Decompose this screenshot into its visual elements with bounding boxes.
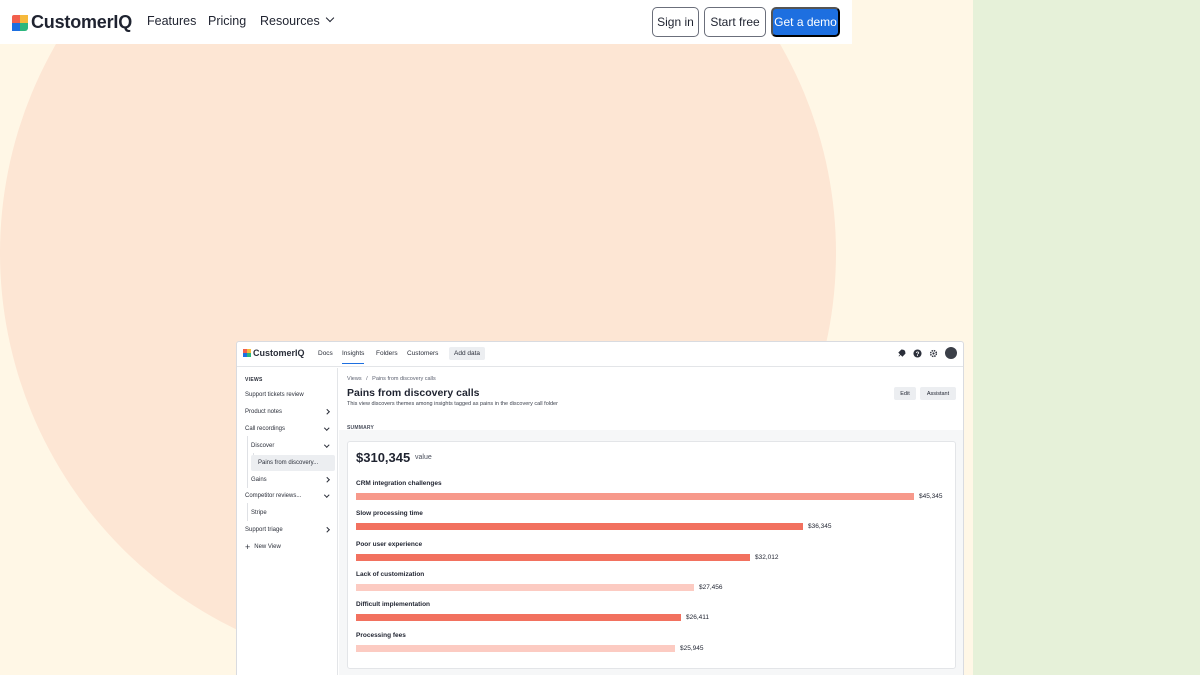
sidebar-item-discover[interactable]: Discover (251, 439, 331, 453)
nav-link-resources-label: Resources (260, 14, 320, 28)
app-tab-insights[interactable]: Insights (342, 350, 365, 364)
app-topbar: CustomerIQ Docs Insights Folders Custome… (237, 342, 963, 367)
chevron-down-icon (323, 425, 329, 431)
app-tab-docs[interactable]: Docs (318, 350, 333, 357)
svg-text:?: ? (916, 350, 920, 357)
tree-guide-line (247, 503, 248, 521)
summary-label: SUMMARY (347, 425, 375, 431)
chevron-right-icon (323, 409, 329, 415)
app-main: Views / Pains from discovery calls Pains… (339, 368, 963, 675)
app-logo-mark-icon (243, 349, 251, 357)
sidebar-item-support-tickets[interactable]: Support tickets review (245, 388, 331, 402)
nav-link-pricing[interactable]: Pricing (208, 14, 247, 28)
start-free-button[interactable]: Start free (704, 7, 766, 37)
sidebar-item-call-recordings[interactable]: Call recordings (245, 422, 331, 436)
view-header: Views / Pains from discovery calls Pains… (339, 368, 963, 430)
new-view-button[interactable]: + New View (245, 540, 331, 554)
bar-value-label: $36,345 (808, 523, 832, 531)
sidebar-item-label: Stripe (251, 510, 267, 516)
bar-value-label: $32,012 (755, 553, 779, 561)
page-title: Pains from discovery calls (347, 387, 480, 399)
breadcrumb: Views / Pains from discovery calls (347, 376, 436, 382)
breadcrumb-views[interactable]: Views (347, 376, 362, 382)
app-preview: CustomerIQ Docs Insights Folders Custome… (236, 341, 964, 675)
get-demo-button[interactable]: Get a demo (771, 7, 840, 37)
bar-label: Difficult implementation (356, 601, 431, 609)
background-right-panel (973, 0, 1200, 675)
sidebar-item-label: Product notes (245, 409, 283, 415)
bar-label: Slow processing time (356, 510, 423, 518)
breadcrumb-separator: / (366, 376, 368, 382)
bar-value-label: $45,345 (919, 493, 943, 500)
logo-text: CustomerIQ (31, 12, 133, 32)
bar[interactable] (356, 493, 914, 500)
add-data-button[interactable]: Add data (449, 347, 486, 360)
bar-label: Lack of customization (356, 570, 425, 578)
bar[interactable] (356, 553, 750, 561)
bar[interactable] (356, 523, 803, 531)
bar-value-label: $26,411 (686, 614, 710, 622)
app-logo[interactable]: CustomerIQ (243, 348, 305, 358)
total-value-label: value (415, 454, 432, 461)
bar-label: Processing fees (356, 631, 406, 639)
app-logo-text: CustomerIQ (253, 348, 305, 358)
sidebar-item-product-notes[interactable]: Product notes (245, 405, 331, 419)
sidebar-item-label: Support tickets review (245, 392, 304, 398)
sidebar-item-label: Competitor reviews... (245, 493, 302, 499)
plus-icon: + (245, 542, 251, 552)
new-view-label: New View (254, 544, 281, 550)
sign-in-button[interactable]: Sign in (652, 7, 699, 37)
assistant-button[interactable]: Assistant (920, 387, 956, 400)
app-toolbar-icons: ? (897, 347, 957, 359)
logo-mark-icon (12, 14, 28, 31)
sidebar-item-label: Discover (251, 443, 275, 449)
sidebar-item-label: Gains (251, 477, 267, 483)
tree-guide-line (247, 436, 248, 488)
chevron-right-icon (323, 527, 329, 533)
bar-label: Poor user experience (356, 540, 423, 548)
bar-value-label: $25,945 (680, 644, 704, 652)
rocket-icon[interactable] (897, 349, 906, 358)
sidebar-item-label: Call recordings (245, 426, 286, 432)
settings-icon[interactable] (929, 349, 938, 358)
chevron-down-icon (323, 442, 329, 448)
nav-link-resources[interactable]: Resources (260, 13, 334, 28)
page-subtitle: This view discovers themes among insight… (347, 401, 558, 407)
breadcrumb-current: Pains from discovery calls (372, 376, 436, 382)
bar[interactable] (356, 614, 681, 622)
sidebar-item-pains[interactable]: Pains from discovery... (251, 455, 335, 471)
sidebar-item-competitor-reviews[interactable]: Competitor reviews... (245, 489, 331, 503)
total-value: $310,345 (356, 450, 411, 465)
top-navigation: CustomerIQ Features Pricing Resources Si… (0, 0, 852, 44)
chevron-right-icon (323, 477, 329, 483)
sidebar-heading: VIEWS (245, 377, 263, 383)
help-icon[interactable]: ? (913, 348, 922, 358)
sidebar-item-stripe[interactable]: Stripe (251, 506, 331, 520)
chevron-down-icon (323, 492, 329, 498)
app-tab-folders[interactable]: Folders (376, 350, 398, 357)
chevron-down-icon (325, 13, 334, 23)
nav-link-features[interactable]: Features (147, 14, 197, 28)
edit-button[interactable]: Edit (894, 387, 916, 400)
bar[interactable] (356, 644, 675, 652)
avatar[interactable] (945, 347, 957, 359)
summary-chart-card: $310,345 value CRM integration challenge… (347, 441, 956, 669)
bar-label: CRM integration challenges (356, 480, 442, 487)
app-tab-customers[interactable]: Customers (407, 350, 439, 357)
app-sidebar: VIEWS Support tickets review Product not… (237, 368, 338, 675)
sidebar-item-label: Pains from discovery... (258, 460, 319, 466)
sidebar-item-gains[interactable]: Gains (251, 473, 331, 487)
bar[interactable] (356, 583, 694, 591)
site-logo[interactable]: CustomerIQ (12, 12, 132, 33)
sidebar-item-support-triage[interactable]: Support triage (245, 523, 331, 537)
sidebar-item-label: Support triage (245, 527, 283, 533)
bar-value-label: $27,456 (699, 583, 723, 591)
